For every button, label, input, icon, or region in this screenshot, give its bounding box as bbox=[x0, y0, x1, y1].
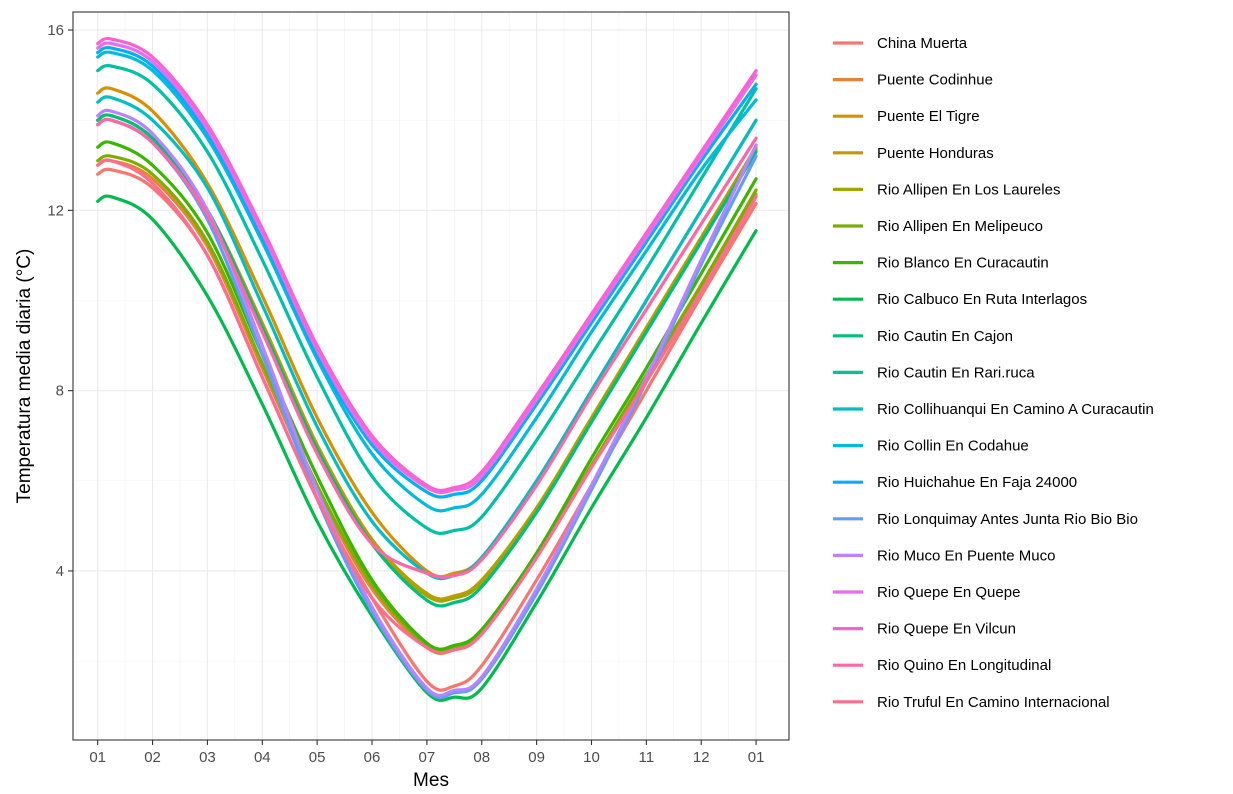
legend-label: Rio Cautin En Cajon bbox=[877, 328, 1013, 345]
x-tick-label: 05 bbox=[309, 749, 326, 766]
y-tick-label: 16 bbox=[47, 22, 64, 39]
legend-label: Rio Quino En Longitudinal bbox=[877, 657, 1051, 674]
x-tick-label: 03 bbox=[199, 749, 216, 766]
series-line bbox=[96, 117, 758, 579]
series-line bbox=[96, 64, 758, 535]
x-tick-label: 06 bbox=[364, 749, 381, 766]
legend-label: Rio Collin En Codahue bbox=[877, 438, 1029, 455]
legend-label: Rio Muco En Puente Muco bbox=[877, 547, 1055, 564]
legend-label: Rio Collihuanqui En Camino A Curacautin bbox=[877, 401, 1154, 418]
series-line bbox=[96, 194, 758, 702]
panel-border bbox=[72, 11, 790, 741]
legend: China Muerta Puente Codinhue Puente El Tig… bbox=[833, 35, 1154, 711]
legend-label: Puente Honduras bbox=[877, 145, 994, 162]
x-tick-label: 01 bbox=[748, 749, 765, 766]
series-lines bbox=[96, 36, 758, 702]
series-line bbox=[96, 154, 758, 653]
legend-label: Rio Quepe En Vilcun bbox=[877, 621, 1016, 638]
x-tick-label: 12 bbox=[693, 749, 710, 766]
legend-label: Puente El Tigre bbox=[877, 108, 980, 125]
legend-label: Puente Codinhue bbox=[877, 72, 993, 89]
series-line bbox=[96, 108, 758, 698]
series-line bbox=[96, 50, 758, 513]
x-tick-label: 02 bbox=[144, 749, 161, 766]
series-line bbox=[96, 36, 758, 493]
legend-label: Rio Allipen En Melipeuco bbox=[877, 218, 1043, 235]
legend-label: Rio Quepe En Quepe bbox=[877, 584, 1020, 601]
y-tick-label: 8 bbox=[56, 383, 64, 400]
y-tick-label: 4 bbox=[56, 563, 64, 580]
x-tick-label: 10 bbox=[583, 749, 600, 766]
panel-background bbox=[73, 12, 789, 740]
y-axis: 4 8 12 16 bbox=[47, 22, 73, 580]
x-axis: 01 02 03 04 05 06 07 08 09 10 11 12 01 bbox=[89, 740, 764, 766]
plot-panel bbox=[72, 11, 790, 741]
legend-label: Rio Truful En Camino Internacional bbox=[877, 694, 1110, 711]
y-axis-title: Temperatura media diaria (°C) bbox=[14, 249, 35, 504]
legend-label: Rio Allipen En Los Laureles bbox=[877, 181, 1060, 198]
x-tick-label: 07 bbox=[419, 749, 436, 766]
series-line bbox=[96, 41, 758, 495]
series-line bbox=[96, 45, 758, 499]
legend-label: Rio Blanco En Curacautin bbox=[877, 255, 1049, 272]
series-line bbox=[96, 158, 758, 655]
y-tick-label: 12 bbox=[47, 202, 64, 219]
series-line bbox=[96, 140, 758, 651]
legend-label: Rio Huichahue En Faja 24000 bbox=[877, 474, 1077, 491]
x-tick-label: 09 bbox=[528, 749, 545, 766]
x-tick-label: 01 bbox=[89, 749, 106, 766]
legend-label: Rio Cautin En Rari.ruca bbox=[877, 364, 1035, 381]
legend-label: Rio Calbuco En Ruta Interlagos bbox=[877, 291, 1087, 308]
x-tick-label: 08 bbox=[473, 749, 490, 766]
x-axis-title: Mes bbox=[413, 770, 449, 791]
x-tick-label: 04 bbox=[254, 749, 271, 766]
legend-label: Rio Lonquimay Antes Junta Rio Bio Bio bbox=[877, 511, 1138, 528]
legend-label: China Muerta bbox=[877, 35, 968, 52]
x-tick-label: 11 bbox=[639, 749, 655, 766]
